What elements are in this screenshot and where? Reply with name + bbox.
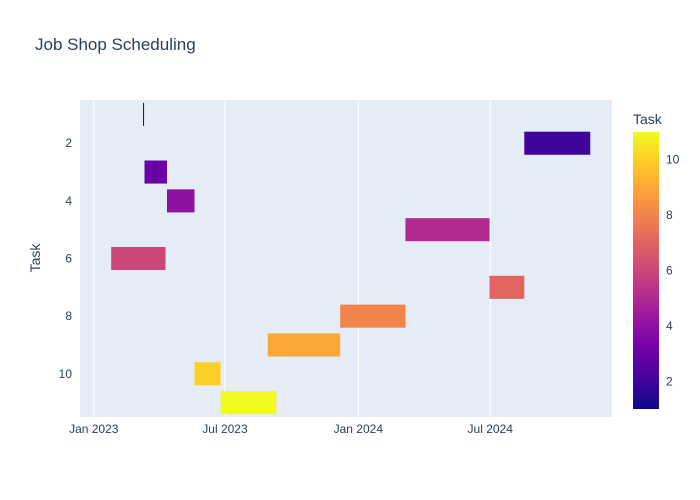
colorbar-tick-label: 8	[666, 208, 673, 222]
x-tick-label: Jan 2024	[334, 422, 384, 436]
task-bars	[111, 102, 591, 415]
task-bar	[143, 102, 145, 126]
chart-title: Job Shop Scheduling	[35, 35, 196, 54]
colorbar-tick-label: 4	[666, 319, 673, 333]
colorbar: Task 2 4 6 8 10	[633, 111, 680, 409]
task-bar	[405, 218, 490, 242]
y-tick-label: 4	[65, 194, 72, 208]
task-bar	[340, 304, 406, 328]
y-axis-ticks: 2 4 6 8 10	[59, 136, 73, 381]
y-axis-title: Task	[27, 243, 43, 273]
colorbar-tick-label: 2	[666, 374, 673, 388]
task-bar	[111, 246, 166, 271]
x-gridlines	[93, 100, 491, 417]
colorbar-ticks: 2 4 6 8 10	[666, 153, 680, 389]
y-tick-label: 10	[59, 367, 73, 381]
x-tick-label: Jan 2023	[69, 422, 119, 436]
colorbar-tick-label: 10	[666, 153, 680, 167]
colorbar-gradient	[633, 132, 659, 409]
task-bar	[489, 275, 525, 299]
task-bar	[220, 391, 277, 415]
x-tick-label: Jul 2024	[468, 422, 514, 436]
y-tick-label: 6	[65, 252, 72, 266]
task-bar	[267, 333, 341, 357]
x-tick-label: Jul 2023	[202, 422, 248, 436]
task-bar	[524, 131, 591, 155]
colorbar-tick-label: 6	[666, 264, 673, 278]
plot-area	[80, 100, 612, 417]
x-axis-ticks: Jan 2023 Jul 2023 Jan 2024 Jul 2024	[69, 422, 513, 436]
y-tick-label: 8	[65, 309, 72, 323]
colorbar-title: Task	[633, 111, 663, 127]
task-bar	[144, 160, 167, 184]
y-tick-label: 2	[65, 136, 72, 150]
task-bar	[194, 362, 221, 386]
task-bar	[166, 189, 195, 213]
